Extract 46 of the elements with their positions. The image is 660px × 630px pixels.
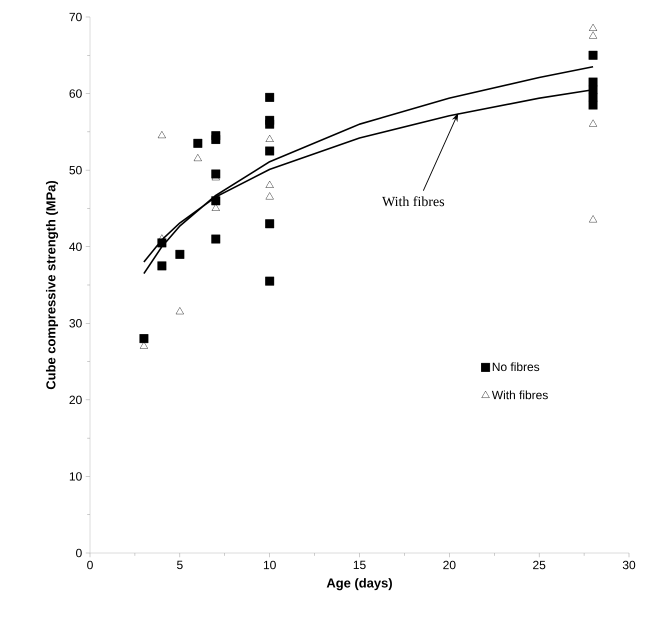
y-tick-label: 50 — [69, 166, 82, 174]
point — [588, 31, 598, 39]
y-tick-label: 60 — [70, 89, 82, 98]
y-tick-label: 0 — [76, 548, 82, 558]
x-tick-label: 25 — [533, 560, 546, 570]
point — [265, 146, 274, 156]
y-tick-label: 10 — [70, 472, 82, 481]
point — [588, 100, 598, 110]
annotation: With fibres — [382, 196, 444, 206]
line-series — [143, 66, 594, 274]
point — [588, 50, 598, 60]
point — [139, 334, 148, 344]
x-tick-label: 0 — [87, 560, 93, 570]
point — [194, 154, 202, 162]
point — [266, 192, 274, 200]
y-axis-title: Cube compressive strength (MPa) — [46, 180, 58, 390]
point — [193, 138, 202, 148]
point — [265, 219, 274, 228]
x-tick-label: 5 — [176, 560, 183, 570]
point — [265, 92, 274, 102]
point — [588, 215, 598, 222]
y-tick-label: 20 — [70, 396, 82, 404]
y-tick-label: 30 — [69, 319, 82, 328]
point — [265, 276, 274, 286]
point — [176, 307, 184, 314]
point — [266, 180, 274, 188]
point — [175, 250, 184, 259]
point — [140, 342, 148, 349]
x-tick-label: 10 — [264, 560, 276, 570]
point — [211, 196, 220, 206]
point — [588, 120, 598, 127]
point — [211, 234, 220, 244]
legend-label: No fibres — [492, 362, 540, 372]
x-tick-label: 20 — [443, 560, 456, 570]
point — [211, 135, 220, 144]
x-axis-title: Age (days) — [326, 578, 392, 590]
point — [157, 261, 166, 270]
point — [266, 134, 274, 142]
y-tick-label: 40 — [69, 242, 82, 251]
x-tick-label: 30 — [622, 560, 636, 570]
y-tick-label: 70 — [70, 12, 82, 22]
x-tick-label: 15 — [354, 560, 366, 570]
point — [265, 120, 274, 129]
point — [588, 24, 598, 31]
point — [158, 131, 166, 138]
legend-label: With fibres — [492, 390, 548, 400]
